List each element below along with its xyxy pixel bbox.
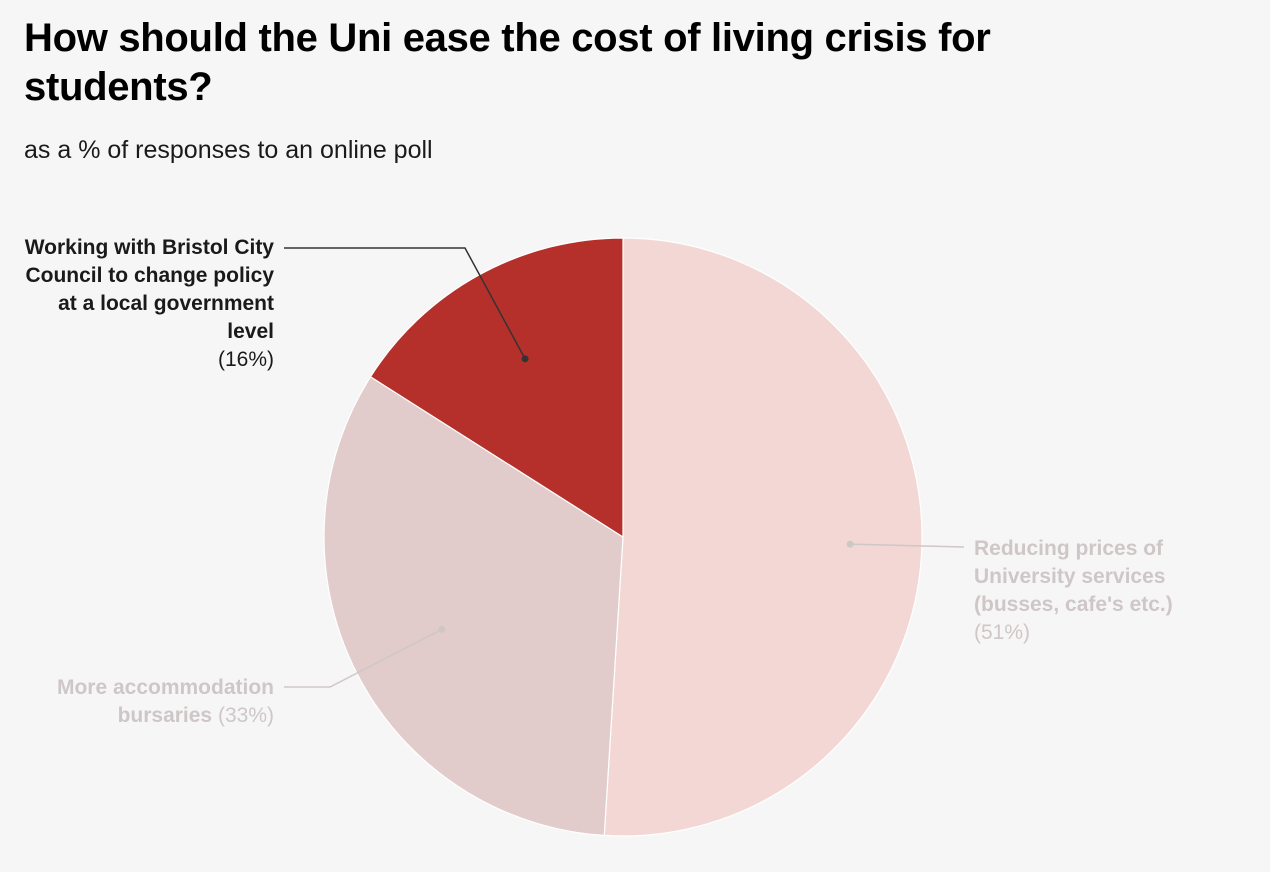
leader-line-university-services [850,543,965,548]
slice-label-text: Working with Bristol City Council to cha… [24,236,274,343]
leader-anchor-dot [846,540,854,548]
slice-label-percent: (16%) [217,348,274,371]
slice-label-prices: Reducing prices of University services (… [974,535,1234,647]
slice-label-text: Reducing prices of University services (… [974,537,1173,616]
slice-university-services [603,237,923,837]
slice-label-council: Working with Bristol City Council to cha… [20,234,274,374]
leader-anchor-dot [438,625,446,633]
slice-label-text: More accommodation bursaries [56,676,274,727]
slice-label-percent: (51%) [974,621,1031,644]
leader-line-accommodation-bursaries [284,628,443,688]
leader-anchor-dot [521,355,529,363]
leader-line-city-council [284,247,526,360]
chart-subtitle: as a % of responses to an online poll [24,136,433,164]
slice-label-bursaries: More accommodation bursaries (33%) [20,674,274,730]
slice-label-percent: (33%) [217,704,274,727]
chart-title: How should the Uni ease the cost of livi… [24,16,991,109]
